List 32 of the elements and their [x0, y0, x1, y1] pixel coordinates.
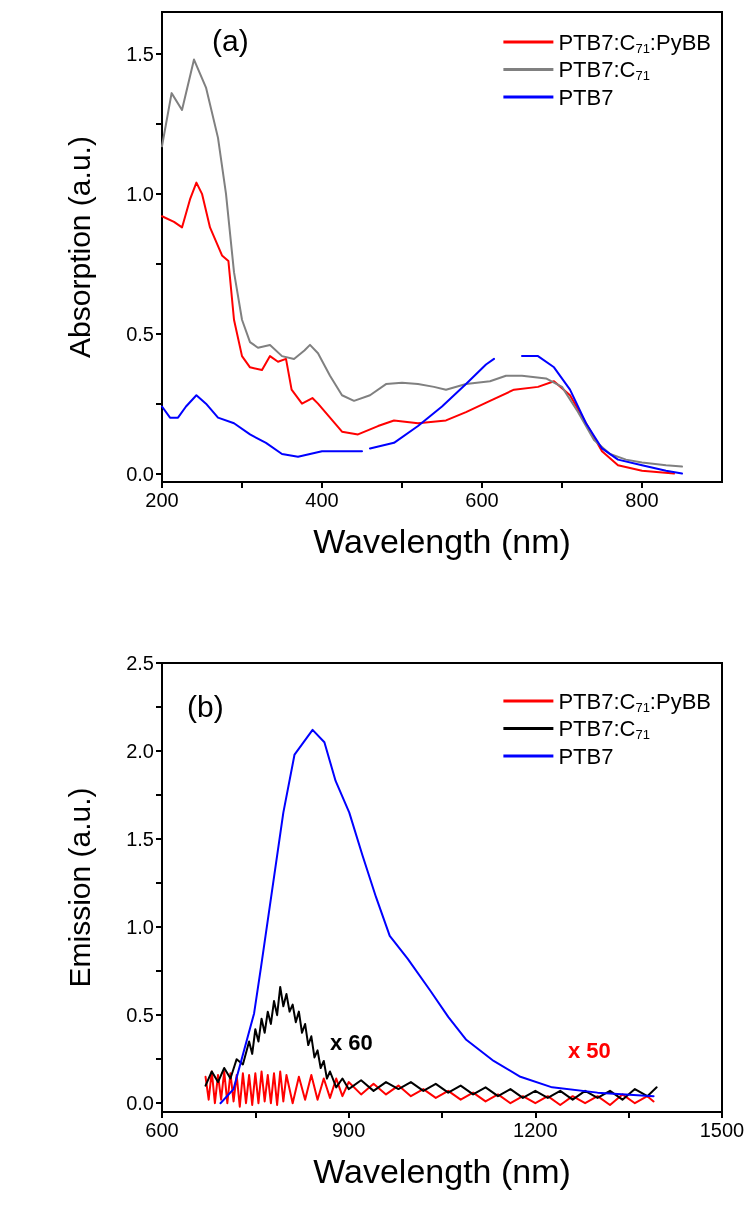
line-series: [161, 181, 675, 475]
annotation: x 50: [568, 1037, 611, 1063]
x-tick-label: 1500: [699, 1119, 745, 1141]
y-tick-label: 2.5: [126, 652, 154, 674]
x-tick-label: 600: [145, 1119, 179, 1141]
y-axis-title: Emission (a.u.): [62, 787, 96, 988]
y-tick-label: 1.5: [126, 828, 154, 851]
x-axis-title: Wavelength (nm): [313, 522, 571, 560]
x-tick-label: 800: [625, 489, 659, 511]
line-series: [204, 985, 658, 1101]
y-tick-label: 2.0: [126, 740, 154, 763]
legend-label: PTB7: [558, 743, 614, 769]
x-axis-title: Wavelength (nm): [313, 1152, 571, 1190]
annotation: (b): [187, 689, 224, 723]
y-axis-title: Absorption (a.u.): [62, 136, 96, 358]
y-tick-label: 0.5: [126, 1004, 154, 1027]
line-series: [204, 1070, 655, 1108]
y-tick-label: 0.5: [126, 322, 154, 345]
x-tick-label: 200: [145, 489, 179, 511]
annotation: (a): [212, 23, 249, 57]
legend-label: PTB7: [558, 84, 614, 110]
x-tick-label: 1200: [513, 1119, 558, 1141]
y-tick-label: 0.0: [126, 462, 154, 485]
y-tick-label: 1.5: [126, 42, 154, 65]
x-tick-label: 600: [465, 489, 499, 511]
y-tick-label: 1.0: [126, 916, 154, 939]
x-tick-label: 400: [305, 489, 339, 511]
x-tick-label: 900: [331, 1119, 366, 1141]
y-tick-label: 1.0: [126, 182, 154, 205]
annotation: x 60: [330, 1029, 373, 1055]
line-series: [161, 58, 683, 468]
y-tick-label: 0.0: [126, 1092, 154, 1115]
